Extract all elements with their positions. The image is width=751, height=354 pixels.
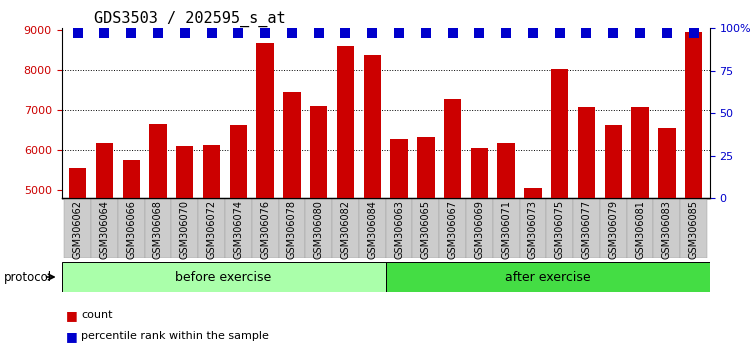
- Text: GSM306071: GSM306071: [501, 200, 511, 259]
- Text: GSM306081: GSM306081: [635, 200, 645, 259]
- Bar: [417, 137, 435, 354]
- Bar: [176, 146, 194, 354]
- Bar: [171, 198, 198, 258]
- Bar: [203, 145, 220, 354]
- Bar: [279, 198, 306, 258]
- Text: GSM306074: GSM306074: [234, 200, 243, 259]
- Bar: [122, 160, 140, 354]
- Bar: [658, 128, 676, 354]
- Bar: [680, 198, 707, 258]
- Bar: [391, 139, 408, 354]
- Text: GSM306078: GSM306078: [287, 200, 297, 259]
- Bar: [546, 198, 573, 258]
- Text: before exercise: before exercise: [176, 270, 272, 284]
- Text: GSM306083: GSM306083: [662, 200, 672, 259]
- Text: GSM306075: GSM306075: [555, 200, 565, 259]
- Text: ■: ■: [66, 309, 78, 321]
- Bar: [578, 107, 596, 354]
- Bar: [149, 124, 167, 354]
- Text: GSM306080: GSM306080: [314, 200, 324, 259]
- Bar: [230, 125, 247, 354]
- Bar: [310, 106, 327, 354]
- Bar: [256, 43, 274, 354]
- Bar: [685, 32, 702, 354]
- Text: GSM306085: GSM306085: [689, 200, 698, 259]
- Text: GSM306066: GSM306066: [126, 200, 136, 259]
- Bar: [283, 92, 300, 354]
- Bar: [386, 198, 412, 258]
- Bar: [62, 262, 386, 292]
- Text: count: count: [81, 310, 113, 320]
- Bar: [336, 46, 354, 354]
- Text: GSM306069: GSM306069: [475, 200, 484, 259]
- Bar: [444, 99, 461, 354]
- Text: GSM306067: GSM306067: [448, 200, 457, 259]
- Bar: [252, 198, 279, 258]
- Text: GSM306065: GSM306065: [421, 200, 431, 259]
- Bar: [69, 168, 86, 354]
- Bar: [95, 143, 113, 354]
- Text: GSM306064: GSM306064: [99, 200, 110, 259]
- Text: GSM306070: GSM306070: [179, 200, 190, 259]
- Text: GSM306084: GSM306084: [367, 200, 377, 259]
- Bar: [439, 198, 466, 258]
- Bar: [573, 198, 600, 258]
- Bar: [91, 198, 118, 258]
- Bar: [497, 143, 515, 354]
- Text: GSM306077: GSM306077: [581, 200, 592, 259]
- Text: GSM306073: GSM306073: [528, 200, 538, 259]
- Bar: [118, 198, 145, 258]
- Text: GSM306072: GSM306072: [207, 200, 216, 259]
- Bar: [653, 198, 680, 258]
- Bar: [412, 198, 439, 258]
- Bar: [332, 198, 359, 258]
- Bar: [626, 198, 653, 258]
- Text: GSM306063: GSM306063: [394, 200, 404, 259]
- Text: GSM306076: GSM306076: [260, 200, 270, 259]
- Bar: [466, 198, 493, 258]
- Bar: [520, 198, 546, 258]
- Text: after exercise: after exercise: [505, 270, 590, 284]
- Bar: [551, 69, 569, 354]
- Bar: [145, 198, 171, 258]
- Text: GSM306079: GSM306079: [608, 200, 618, 259]
- Bar: [386, 262, 710, 292]
- Text: ■: ■: [66, 330, 78, 343]
- Bar: [225, 198, 252, 258]
- Bar: [600, 198, 626, 258]
- Bar: [198, 198, 225, 258]
- Text: GSM306062: GSM306062: [73, 200, 83, 259]
- Bar: [306, 198, 332, 258]
- Text: GDS3503 / 202595_s_at: GDS3503 / 202595_s_at: [94, 11, 285, 27]
- Text: GSM306082: GSM306082: [340, 200, 351, 259]
- Bar: [605, 125, 622, 354]
- Bar: [65, 198, 91, 258]
- Bar: [524, 188, 541, 354]
- Bar: [363, 55, 381, 354]
- Text: GSM306068: GSM306068: [153, 200, 163, 259]
- Text: percentile rank within the sample: percentile rank within the sample: [81, 331, 269, 341]
- Bar: [359, 198, 386, 258]
- Bar: [471, 148, 488, 354]
- Bar: [632, 107, 649, 354]
- Text: protocol: protocol: [4, 270, 52, 284]
- Bar: [493, 198, 520, 258]
